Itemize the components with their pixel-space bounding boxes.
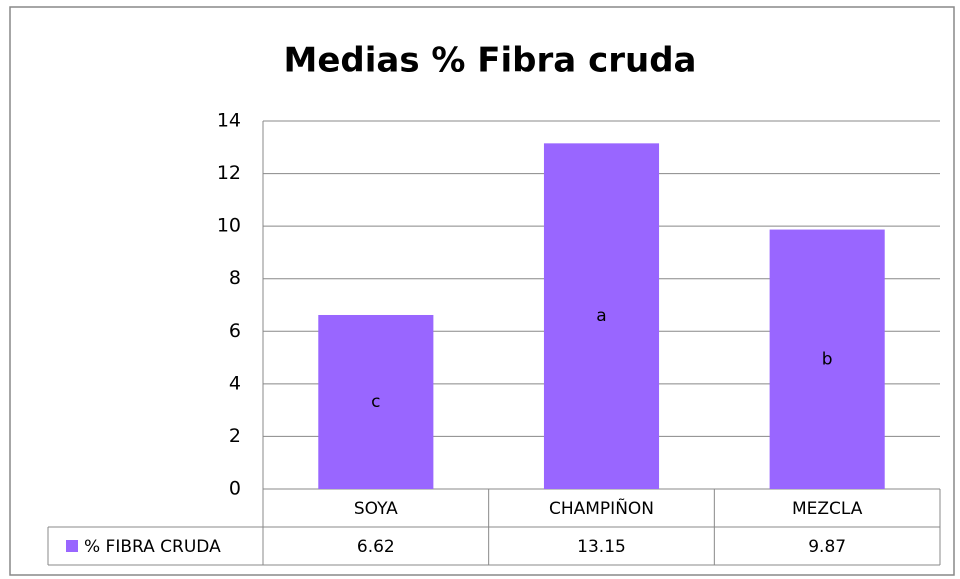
y-tick-label: 2: [229, 425, 241, 447]
bar: [543, 143, 660, 490]
y-tick-label: 4: [229, 372, 241, 394]
table-value: 13.15: [577, 537, 626, 557]
y-tick-label: 10: [217, 215, 241, 237]
legend-key: [66, 540, 78, 552]
bar-label: b: [822, 349, 833, 369]
y-tick-label: 14: [217, 110, 241, 132]
bar: [318, 314, 434, 489]
legend-label: % FIBRA CRUDA: [84, 537, 221, 557]
x-tick-label: CHAMPIÑON: [549, 497, 654, 519]
y-tick-label: 8: [229, 267, 241, 289]
bar-label: a: [596, 306, 606, 326]
table-value: 9.87: [808, 537, 846, 557]
chart-title: Medias % Fibra cruda: [284, 41, 697, 81]
y-tick-label: 0: [229, 478, 241, 500]
x-tick-label: MEZCLA: [792, 499, 863, 519]
bar-label: c: [371, 392, 380, 412]
x-tick-label: SOYA: [354, 499, 398, 519]
y-tick-label: 12: [217, 162, 241, 184]
table-value: 6.62: [357, 537, 395, 557]
y-tick-label: 6: [229, 320, 241, 342]
bar: [769, 229, 885, 489]
